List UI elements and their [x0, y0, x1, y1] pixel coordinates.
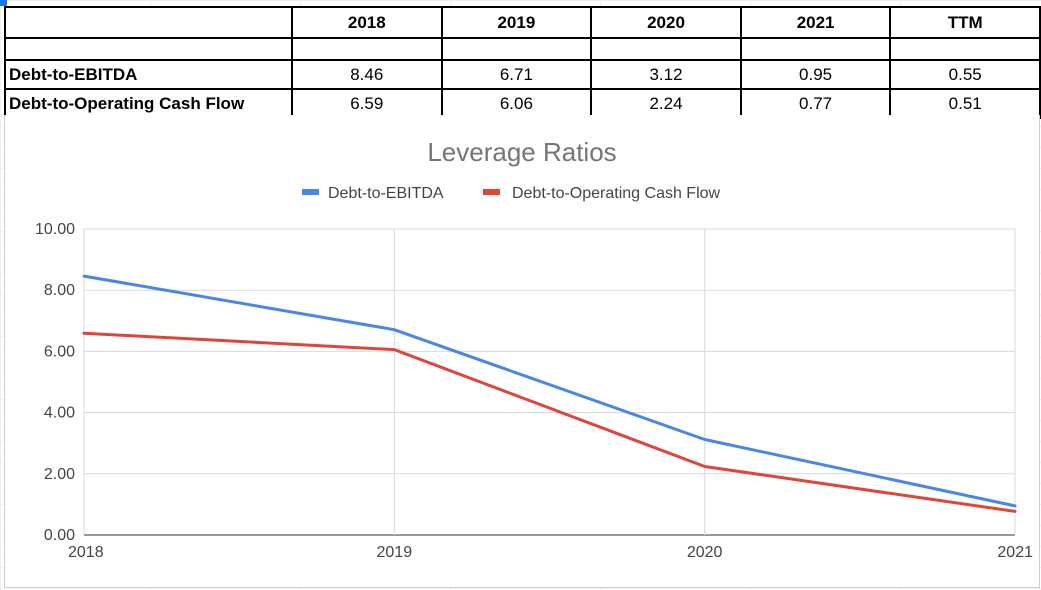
table-spacer-row [4, 38, 1041, 60]
y-tick-label: 8.00 [44, 282, 75, 299]
y-tick-label: 4.00 [44, 405, 75, 422]
ratios-table: 2018 2019 2020 2021 TTM Debt-to-EBITDA 8… [4, 6, 1041, 119]
header-cell-2019[interactable]: 2019 [440, 6, 593, 39]
header-cell-2021[interactable]: 2021 [739, 6, 892, 39]
chart-legend: Debt-to-EBITDA Debt-to-Operating Cash Flo… [302, 185, 721, 202]
value-cell[interactable]: 0.51 [889, 88, 1041, 119]
table-row-debt-to-ebitda: Debt-to-EBITDA 8.46 6.71 3.12 0.95 0.55 [4, 59, 1041, 90]
legend-swatch [483, 189, 500, 195]
selection-corner-marker [0, 0, 7, 6]
table-corner-cell[interactable] [4, 6, 293, 39]
value-cell[interactable]: 0.77 [739, 88, 892, 119]
header-cell-2020[interactable]: 2020 [590, 6, 742, 39]
table-row-debt-to-ocf: Debt-to-Operating Cash Flow 6.59 6.06 2.… [4, 88, 1041, 119]
value-cell[interactable]: 6.06 [440, 88, 593, 119]
series-line-1 [82, 331, 1017, 513]
x-axis-ticks: 2018 2019 2020 2021 [68, 544, 1033, 561]
spacer-cell[interactable] [590, 38, 742, 60]
y-axis-ticks: 0.00 2.00 4.00 6.00 8.00 10.00 [35, 221, 75, 544]
line-chart: Leverage Ratios Debt-to-EBITDA Debt-to-Op… [35, 137, 1033, 561]
row-label-cell[interactable]: Debt-to-Operating Cash Flow [4, 88, 293, 119]
spacer-cell[interactable] [440, 38, 593, 60]
chart-gridlines [83, 228, 1016, 536]
y-tick-label: 6.00 [44, 343, 75, 360]
header-cell-2018[interactable]: 2018 [290, 6, 443, 39]
legend-swatch [302, 189, 319, 195]
x-tick-label: 2021 [997, 544, 1033, 561]
x-tick-label: 2020 [687, 544, 723, 561]
series-line-0 [82, 274, 1017, 508]
header-cell-ttm[interactable]: TTM [889, 6, 1041, 39]
spacer-cell[interactable] [889, 38, 1041, 60]
value-cell[interactable]: 6.59 [290, 88, 443, 119]
value-cell[interactable]: 0.95 [739, 59, 892, 90]
chart-container[interactable]: Leverage Ratios Debt-to-EBITDA Debt-to-Op… [4, 115, 1040, 588]
y-tick-label: 10.00 [35, 221, 75, 238]
value-cell[interactable]: 8.46 [290, 59, 443, 90]
value-cell[interactable]: 2.24 [590, 88, 742, 119]
table-header-row: 2018 2019 2020 2021 TTM [4, 6, 1041, 39]
legend-label: Debt-to-Operating Cash Flow [512, 185, 721, 202]
chart-title: Leverage Ratios [427, 137, 616, 167]
chart-series [82, 274, 1017, 513]
y-tick-label: 0.00 [44, 527, 75, 544]
y-tick-label: 2.00 [44, 466, 75, 483]
spacer-cell[interactable] [290, 38, 443, 60]
row-label-cell[interactable]: Debt-to-EBITDA [4, 59, 293, 90]
x-tick-label: 2018 [68, 544, 104, 561]
value-cell[interactable]: 0.55 [889, 59, 1041, 90]
spacer-cell[interactable] [739, 38, 892, 60]
value-cell[interactable]: 3.12 [590, 59, 742, 90]
spacer-cell[interactable] [4, 38, 293, 60]
legend-label: Debt-to-EBITDA [328, 185, 444, 202]
x-tick-label: 2019 [377, 544, 413, 561]
value-cell[interactable]: 6.71 [440, 59, 593, 90]
